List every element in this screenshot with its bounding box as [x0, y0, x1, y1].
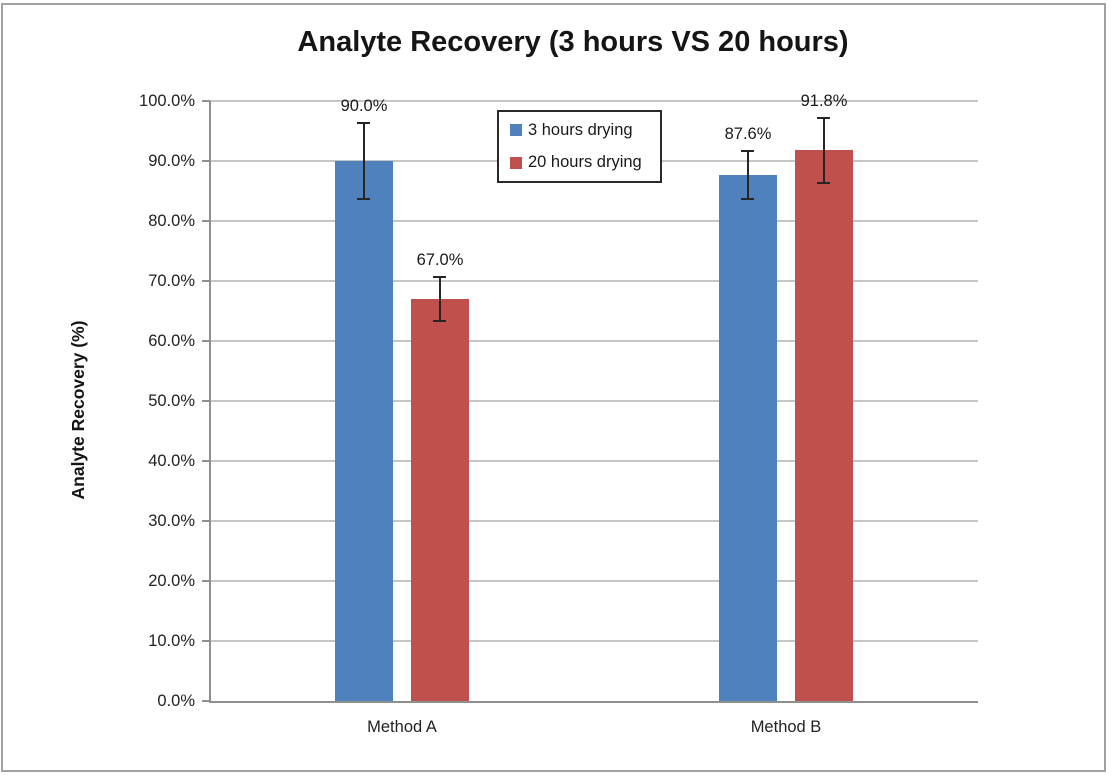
x-category-label: Method A: [367, 718, 437, 736]
y-tick-label: 40.0%: [148, 452, 195, 470]
y-tick-mark: [202, 160, 210, 162]
bar-3-hours-drying-Method-B: [719, 175, 777, 701]
legend-swatch-blue: [510, 124, 522, 137]
error-bar-cap-bottom: [817, 181, 830, 184]
bar-20-hours-drying-Method-B: [795, 150, 853, 701]
error-bar-vertical: [747, 151, 749, 200]
bar-3-hours-drying-Method-A: [335, 161, 393, 701]
y-tick-mark: [202, 340, 210, 342]
y-tick-mark: [202, 520, 210, 522]
gridline: [210, 340, 978, 342]
gridline: [210, 460, 978, 462]
error-bar-cap-bottom: [357, 197, 370, 200]
x-axis-line: [209, 701, 978, 703]
error-bar-cap-bottom: [433, 320, 446, 323]
y-tick-label: 20.0%: [148, 572, 195, 590]
y-tick-mark: [202, 280, 210, 282]
gridline: [210, 520, 978, 522]
y-tick-label: 10.0%: [148, 632, 195, 650]
y-tick-mark: [202, 220, 210, 222]
y-tick-mark: [202, 580, 210, 582]
y-tick-label: 30.0%: [148, 512, 195, 530]
error-bar-cap-bottom: [741, 198, 754, 201]
gridline: [210, 100, 978, 102]
gridline: [210, 580, 978, 582]
error-bar-cap-top: [817, 116, 830, 119]
gridline: [210, 640, 978, 642]
legend-item-20-hours: 20 hours drying: [510, 153, 660, 172]
y-tick-mark: [202, 400, 210, 402]
error-bar-cap-top: [741, 150, 754, 153]
legend-label: 20 hours drying: [528, 153, 642, 172]
y-tick-mark: [202, 640, 210, 642]
data-label: 87.6%: [724, 125, 772, 144]
chart-title: Analyte Recovery (3 hours VS 20 hours): [297, 26, 849, 58]
error-bar-cap-top: [357, 122, 370, 125]
legend: 3 hours drying 20 hours drying: [497, 110, 662, 183]
error-bar-vertical: [363, 123, 365, 199]
gridline: [210, 280, 978, 282]
legend-swatch-red: [510, 156, 522, 169]
y-tick-mark: [202, 100, 210, 102]
y-tick-mark: [202, 700, 210, 702]
error-bar-vertical: [823, 117, 825, 183]
error-bar-cap-top: [433, 275, 446, 278]
legend-item-3-hours: 3 hours drying: [510, 121, 660, 140]
data-label: 90.0%: [340, 97, 388, 116]
y-tick-label: 60.0%: [148, 332, 195, 350]
y-tick-label: 90.0%: [148, 152, 195, 170]
y-tick-label: 70.0%: [148, 272, 195, 290]
data-label: 67.0%: [416, 250, 464, 269]
error-bar-vertical: [439, 276, 441, 322]
y-tick-label: 50.0%: [148, 392, 195, 410]
gridline: [210, 220, 978, 222]
x-category-label: Method B: [750, 718, 822, 736]
y-axis-line: [209, 101, 211, 703]
legend-label: 3 hours drying: [528, 120, 633, 139]
y-tick-mark: [202, 460, 210, 462]
y-tick-label: 100.0%: [139, 92, 195, 110]
bar-20-hours-drying-Method-A: [411, 299, 469, 701]
y-tick-label: 0.0%: [157, 692, 195, 710]
gridline: [210, 400, 978, 402]
y-tick-label: 80.0%: [148, 212, 195, 230]
data-label: 91.8%: [800, 91, 848, 110]
